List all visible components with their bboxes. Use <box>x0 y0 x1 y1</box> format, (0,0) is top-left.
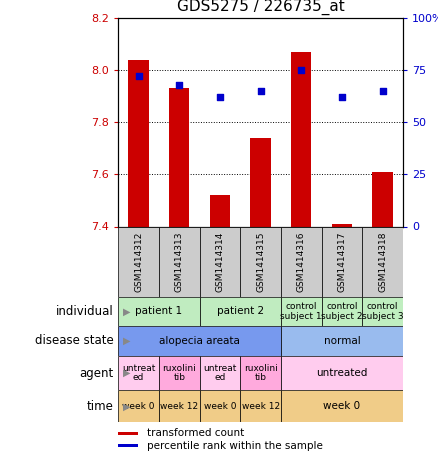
Bar <box>291 52 311 226</box>
Bar <box>281 326 403 356</box>
Text: untreat
ed: untreat ed <box>203 364 237 382</box>
Bar <box>281 226 321 297</box>
Bar <box>362 297 403 326</box>
Text: week 0: week 0 <box>323 401 360 411</box>
Text: ruxolini
tib: ruxolini tib <box>244 364 278 382</box>
Bar <box>200 356 240 390</box>
Bar <box>281 356 403 390</box>
Text: time: time <box>87 400 114 413</box>
Bar <box>281 390 403 422</box>
Text: GSM1414312: GSM1414312 <box>134 231 143 292</box>
Point <box>339 94 346 101</box>
Text: untreated: untreated <box>316 368 367 378</box>
Point <box>379 87 386 95</box>
Bar <box>200 390 240 422</box>
Text: GSM1414313: GSM1414313 <box>175 231 184 292</box>
Bar <box>128 60 149 226</box>
Text: ▶: ▶ <box>123 306 130 317</box>
Text: GSM1414315: GSM1414315 <box>256 231 265 292</box>
Point <box>257 87 264 95</box>
Text: normal: normal <box>324 336 360 346</box>
Point <box>216 94 223 101</box>
Text: week 0: week 0 <box>122 402 155 411</box>
Bar <box>281 297 321 326</box>
Text: control
subject 3: control subject 3 <box>362 302 403 321</box>
Text: week 0: week 0 <box>204 402 236 411</box>
Bar <box>118 297 200 326</box>
Bar <box>251 138 271 226</box>
Bar <box>332 224 352 226</box>
Bar <box>321 226 362 297</box>
Bar <box>159 356 200 390</box>
Bar <box>118 226 159 297</box>
Text: GSM1414316: GSM1414316 <box>297 231 306 292</box>
Text: alopecia areata: alopecia areata <box>159 336 240 346</box>
Text: ▶: ▶ <box>123 368 130 378</box>
Bar <box>118 432 138 435</box>
Text: untreat
ed: untreat ed <box>122 364 155 382</box>
Bar <box>362 226 403 297</box>
Bar <box>159 226 200 297</box>
Bar <box>240 356 281 390</box>
Bar <box>118 444 138 448</box>
Text: week 12: week 12 <box>241 402 280 411</box>
Text: disease state: disease state <box>35 334 114 347</box>
Text: agent: agent <box>80 366 114 380</box>
Bar <box>321 297 362 326</box>
Bar <box>210 195 230 226</box>
Text: patient 2: patient 2 <box>217 306 264 317</box>
Bar <box>372 172 393 226</box>
Text: ▶: ▶ <box>123 336 130 346</box>
Text: GSM1414318: GSM1414318 <box>378 231 387 292</box>
Bar <box>169 88 189 226</box>
Bar <box>118 390 159 422</box>
Text: control
subject 1: control subject 1 <box>280 302 322 321</box>
Bar <box>118 356 159 390</box>
Text: individual: individual <box>56 305 114 318</box>
Text: week 12: week 12 <box>160 402 198 411</box>
Bar <box>200 297 281 326</box>
Title: GDS5275 / 226735_at: GDS5275 / 226735_at <box>177 0 344 15</box>
Bar <box>118 326 281 356</box>
Bar <box>159 390 200 422</box>
Bar <box>240 226 281 297</box>
Bar <box>200 226 240 297</box>
Bar <box>240 390 281 422</box>
Text: ▶: ▶ <box>123 401 130 411</box>
Text: GSM1414314: GSM1414314 <box>215 231 224 292</box>
Text: control
subject 2: control subject 2 <box>321 302 363 321</box>
Text: percentile rank within the sample: percentile rank within the sample <box>147 441 323 451</box>
Text: patient 1: patient 1 <box>135 306 183 317</box>
Point <box>176 81 183 88</box>
Text: ruxolini
tib: ruxolini tib <box>162 364 196 382</box>
Point <box>298 67 305 74</box>
Point <box>135 73 142 80</box>
Text: transformed count: transformed count <box>147 429 244 439</box>
Text: GSM1414317: GSM1414317 <box>337 231 346 292</box>
